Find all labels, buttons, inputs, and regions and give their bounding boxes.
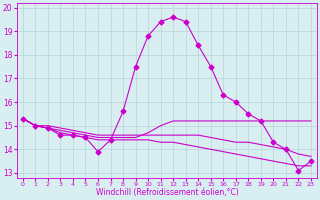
X-axis label: Windchill (Refroidissement éolien,°C): Windchill (Refroidissement éolien,°C) — [96, 188, 238, 197]
